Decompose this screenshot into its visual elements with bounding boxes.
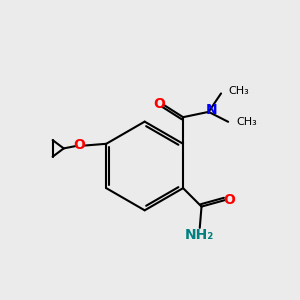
Text: NH₂: NH₂ (185, 228, 214, 242)
Text: N: N (206, 103, 217, 117)
Text: O: O (223, 193, 235, 207)
Text: O: O (153, 97, 165, 111)
Text: CH₃: CH₃ (229, 86, 250, 96)
Text: CH₃: CH₃ (236, 117, 257, 127)
Text: O: O (74, 138, 85, 152)
